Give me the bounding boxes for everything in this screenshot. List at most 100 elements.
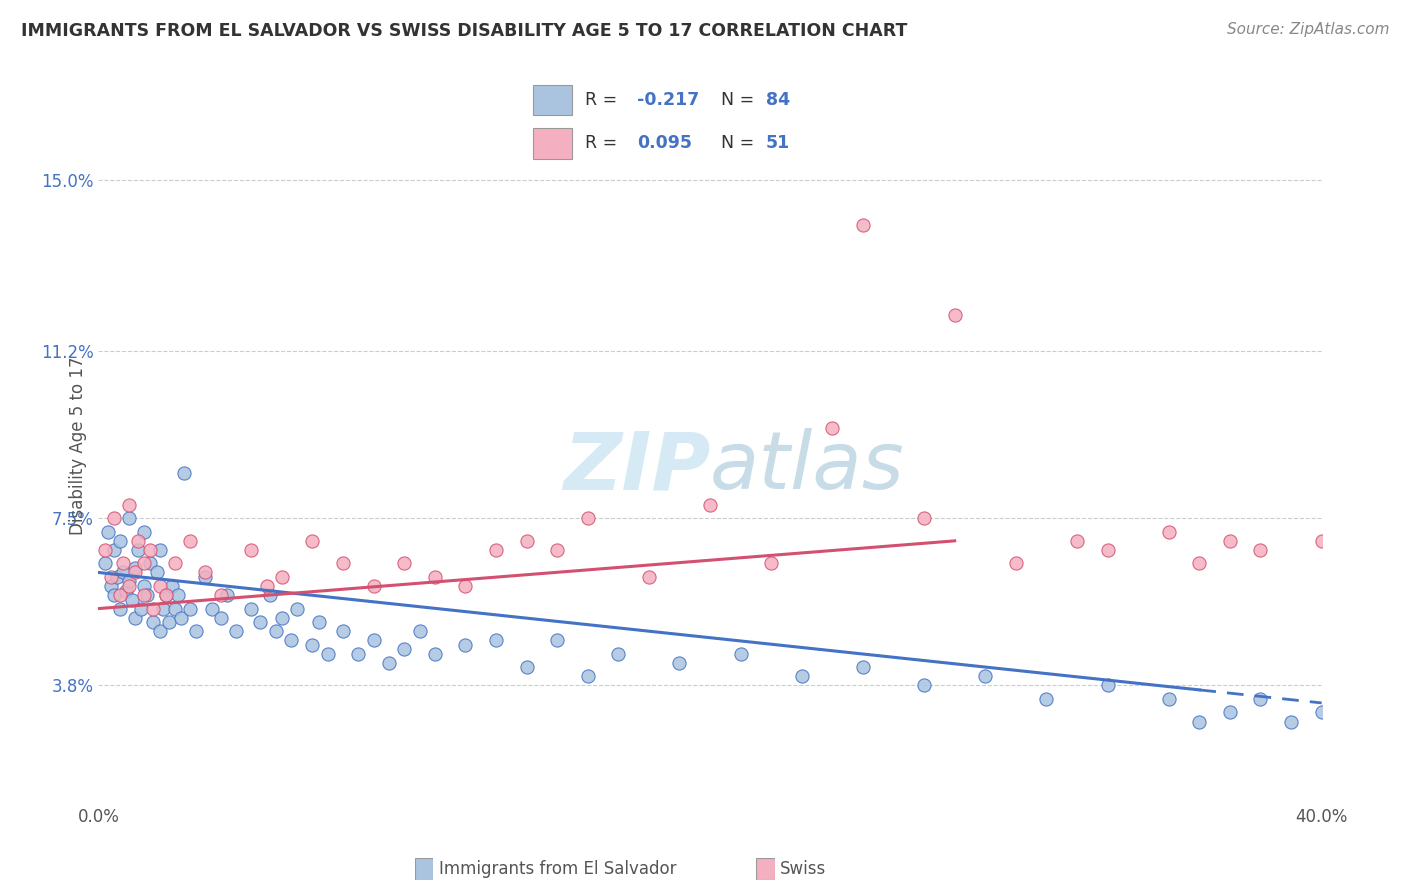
Point xyxy=(821,421,844,435)
Point xyxy=(163,601,186,615)
Text: N =: N = xyxy=(721,91,759,109)
Point xyxy=(118,498,141,512)
Point xyxy=(108,588,131,602)
Point xyxy=(363,579,385,593)
Point xyxy=(332,624,354,639)
Point xyxy=(668,656,690,670)
Point xyxy=(111,566,134,580)
Bar xyxy=(533,128,572,159)
Point xyxy=(974,669,997,683)
Point xyxy=(186,624,208,639)
Point xyxy=(1219,533,1241,548)
Point xyxy=(121,592,143,607)
Point xyxy=(105,570,128,584)
Point xyxy=(1310,706,1333,720)
Point xyxy=(1279,714,1302,729)
Point xyxy=(155,588,177,602)
Text: 0.095: 0.095 xyxy=(637,134,692,152)
Point xyxy=(516,533,538,548)
Point xyxy=(149,624,172,639)
Point xyxy=(301,638,323,652)
Point xyxy=(761,557,783,571)
Point xyxy=(392,557,416,571)
Point xyxy=(1310,533,1333,548)
Point xyxy=(270,570,294,584)
Text: -0.217: -0.217 xyxy=(637,91,699,109)
Point xyxy=(249,615,271,629)
Point xyxy=(149,579,172,593)
Point xyxy=(943,308,966,322)
Point xyxy=(209,588,232,602)
Point xyxy=(129,601,152,615)
Point xyxy=(93,542,115,557)
Point xyxy=(1250,542,1272,557)
Point xyxy=(730,647,752,661)
Point xyxy=(155,588,177,602)
Point xyxy=(134,588,156,602)
Point xyxy=(124,566,146,580)
Point xyxy=(209,610,232,624)
Point xyxy=(111,557,134,571)
Point xyxy=(1157,692,1180,706)
Point xyxy=(118,511,141,525)
Point xyxy=(699,498,721,512)
Point xyxy=(1188,557,1211,571)
Text: Immigrants from El Salvador: Immigrants from El Salvador xyxy=(439,860,676,878)
Point xyxy=(93,557,115,571)
Point xyxy=(118,579,141,593)
Point xyxy=(423,647,446,661)
Point xyxy=(127,542,149,557)
Point xyxy=(124,610,146,624)
Point xyxy=(912,511,935,525)
Point xyxy=(852,660,875,674)
Point xyxy=(160,579,183,593)
Point xyxy=(408,624,430,639)
Point xyxy=(1035,692,1057,706)
Point xyxy=(136,588,159,602)
Point xyxy=(316,647,339,661)
Text: Swiss: Swiss xyxy=(780,860,827,878)
Point xyxy=(142,601,165,615)
Point xyxy=(516,660,538,674)
Point xyxy=(1097,542,1119,557)
Point xyxy=(215,588,238,602)
Point xyxy=(149,542,172,557)
Point xyxy=(179,601,201,615)
Point xyxy=(142,615,165,629)
Point xyxy=(103,588,125,602)
Text: 84: 84 xyxy=(766,91,790,109)
Point xyxy=(301,533,323,548)
Point xyxy=(170,610,193,624)
Point xyxy=(285,601,308,615)
Point xyxy=(852,218,875,232)
Point xyxy=(1066,533,1088,548)
Point xyxy=(256,579,278,593)
Point xyxy=(454,579,477,593)
Point xyxy=(546,542,568,557)
Point xyxy=(1250,692,1272,706)
Point xyxy=(97,524,120,539)
Bar xyxy=(533,85,572,115)
Point xyxy=(576,669,599,683)
Point xyxy=(145,566,167,580)
Text: 51: 51 xyxy=(766,134,790,152)
Text: IMMIGRANTS FROM EL SALVADOR VS SWISS DISABILITY AGE 5 TO 17 CORRELATION CHART: IMMIGRANTS FROM EL SALVADOR VS SWISS DIS… xyxy=(21,22,907,40)
Point xyxy=(332,557,354,571)
Point xyxy=(118,574,141,589)
Text: Source: ZipAtlas.com: Source: ZipAtlas.com xyxy=(1226,22,1389,37)
Point xyxy=(173,466,195,480)
Point xyxy=(200,601,222,615)
Point xyxy=(157,615,180,629)
Point xyxy=(392,642,416,657)
Point xyxy=(139,542,162,557)
Point xyxy=(308,615,330,629)
Text: R =: R = xyxy=(585,134,623,152)
Point xyxy=(134,579,156,593)
Point xyxy=(108,533,131,548)
Point xyxy=(240,542,263,557)
Point xyxy=(607,647,630,661)
Point xyxy=(485,633,508,648)
Text: atlas: atlas xyxy=(710,428,905,507)
Point xyxy=(103,542,125,557)
Point xyxy=(134,524,156,539)
